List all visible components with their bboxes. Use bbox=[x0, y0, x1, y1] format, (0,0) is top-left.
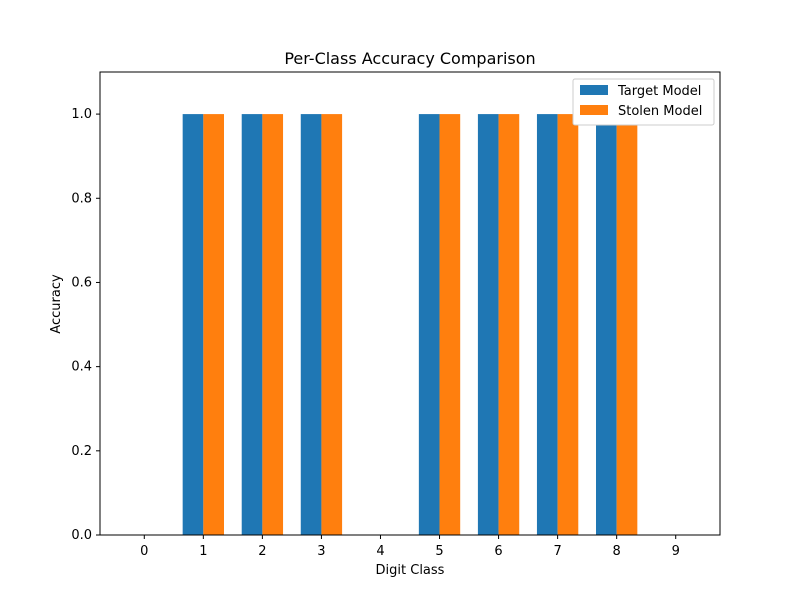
bar-target-model-1 bbox=[182, 114, 204, 535]
bar-target-model-3 bbox=[300, 114, 322, 535]
legend-label-stolen-model: Stolen Model bbox=[618, 104, 702, 119]
bar-target-model-7 bbox=[536, 114, 558, 535]
x-tick-label-8: 8 bbox=[613, 544, 621, 559]
x-tick-label-9: 9 bbox=[672, 544, 680, 559]
bar-stolen-model-2 bbox=[262, 114, 284, 535]
y-tick-label-0.0: 0.0 bbox=[71, 528, 92, 543]
x-tick-label-0: 0 bbox=[140, 544, 148, 559]
plot-area: 0 1 2 3 4 5 6 7 8 9 0.0 0.2 0.4 0.6 0.8 1.0 bbox=[71, 71, 721, 559]
bar-target-model-5 bbox=[418, 114, 440, 535]
legend-frame bbox=[572, 78, 715, 126]
x-tick-label-1: 1 bbox=[199, 544, 207, 559]
x-tick-label-6: 6 bbox=[494, 544, 502, 559]
legend: Target Model Stolen Model bbox=[572, 78, 715, 126]
plot-frame bbox=[99, 71, 721, 536]
x-axis-label: Digit Class bbox=[376, 563, 445, 578]
y-tick-label-0.4: 0.4 bbox=[71, 360, 92, 375]
bar-stolen-model-6 bbox=[498, 114, 520, 535]
x-tick-label-5: 5 bbox=[435, 544, 443, 559]
y-tick-label-0.6: 0.6 bbox=[71, 275, 92, 290]
bar-target-model-6 bbox=[477, 114, 499, 535]
x-tick-label-4: 4 bbox=[376, 544, 384, 559]
bar-stolen-model-5 bbox=[439, 114, 461, 535]
bar-target-model-2 bbox=[241, 114, 263, 535]
bar-stolen-model-1 bbox=[203, 114, 224, 535]
bar-stolen-model-8 bbox=[616, 114, 638, 535]
legend-swatch-stolen-model bbox=[580, 105, 608, 115]
bar-target-model-8 bbox=[596, 114, 617, 535]
x-tick-label-3: 3 bbox=[317, 544, 325, 559]
x-tick-label-7: 7 bbox=[553, 544, 561, 559]
x-tick-label-2: 2 bbox=[258, 544, 266, 559]
bar-stolen-model-3 bbox=[321, 114, 343, 535]
chart-title: Per-Class Accuracy Comparison bbox=[284, 49, 535, 68]
y-tick-label-0.8: 0.8 bbox=[71, 191, 92, 206]
bar-stolen-model-7 bbox=[557, 114, 579, 535]
y-tick-label-0.2: 0.2 bbox=[71, 444, 92, 459]
legend-swatch-target-model bbox=[580, 85, 608, 95]
legend-label-target-model: Target Model bbox=[617, 84, 701, 99]
y-tick-label-1.0: 1.0 bbox=[71, 107, 92, 122]
y-axis-label: Accuracy bbox=[49, 274, 64, 334]
